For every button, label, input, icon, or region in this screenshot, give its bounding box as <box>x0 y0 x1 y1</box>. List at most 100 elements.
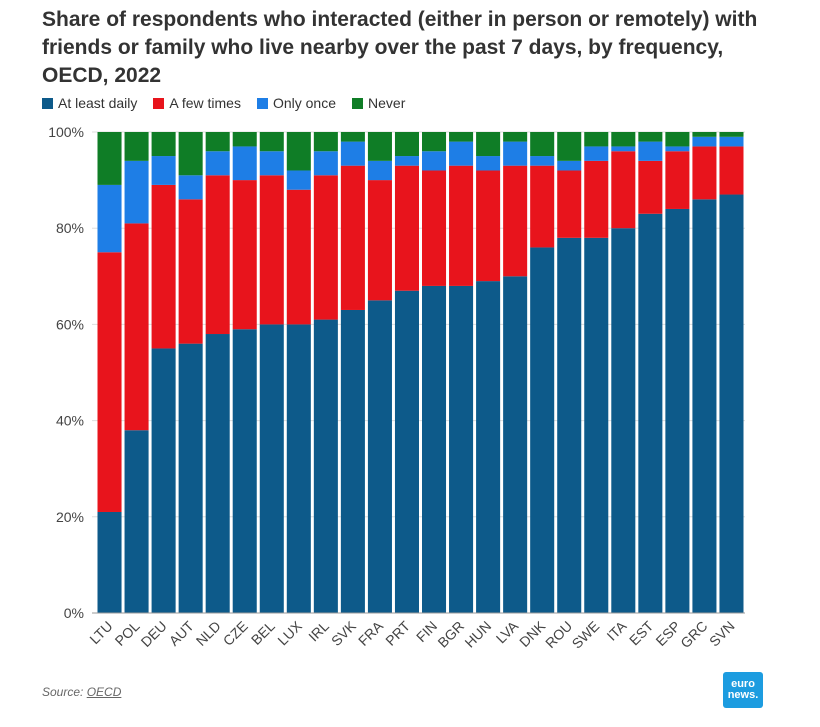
bar-segment-svk-0 <box>340 309 365 613</box>
y-tick-label: 0% <box>64 605 84 621</box>
x-tick-label: HUN <box>461 618 494 651</box>
legend-swatch-once <box>256 97 268 109</box>
bar-segment-nld-2 <box>205 151 230 176</box>
x-tick-label: DNK <box>516 617 549 650</box>
bar-segment-svn-3 <box>719 132 744 137</box>
x-tick-label: NLD <box>193 618 224 649</box>
bar-segment-rou-3 <box>557 132 582 161</box>
legend-item-never: Never <box>352 95 405 111</box>
stacked-bar-chart: 0%20%40%60%80%100%LTUPOLDEUAUTNLDCZEBELL… <box>48 124 745 652</box>
bar-segment-svn-1 <box>719 146 744 195</box>
y-tick-label: 40% <box>56 413 84 429</box>
y-tick-label: 20% <box>56 509 84 525</box>
bar-segment-lva-3 <box>503 132 528 142</box>
bar-segment-pol-0 <box>124 430 149 613</box>
y-tick-label: 100% <box>48 124 84 140</box>
x-tick-label: CZE <box>220 618 251 649</box>
bar-segment-cze-3 <box>232 132 257 147</box>
legend-swatch-never <box>352 97 364 109</box>
bar-segment-irl-1 <box>313 175 338 320</box>
bar-segment-irl-2 <box>313 151 338 176</box>
bar-segment-bgr-1 <box>449 165 474 286</box>
x-tick-label: LVA <box>493 617 522 646</box>
bar-segment-aut-0 <box>178 343 203 613</box>
bar-segment-grc-1 <box>692 146 717 200</box>
legend-swatch-daily <box>42 97 53 109</box>
source-link[interactable]: OECD <box>86 685 122 699</box>
bar-segment-prt-2 <box>394 156 419 166</box>
bar-segment-swe-0 <box>584 237 609 613</box>
bar-segment-prt-1 <box>394 165 419 291</box>
x-tick-label: FRA <box>355 617 387 649</box>
bar-segment-est-3 <box>638 132 663 142</box>
x-tick-label: AUT <box>166 617 197 648</box>
bar-segment-ita-3 <box>611 132 636 147</box>
bar-segment-rou-0 <box>557 237 582 613</box>
x-tick-label: EST <box>626 617 657 648</box>
bar-segment-deu-0 <box>151 348 176 613</box>
bar-segment-svk-3 <box>340 132 365 142</box>
logo-line2: news. <box>727 689 759 701</box>
bar-segment-aut-2 <box>178 175 203 200</box>
bar-segment-est-1 <box>638 160 663 214</box>
bar-segment-lux-2 <box>286 170 311 190</box>
y-tick-label: 60% <box>56 316 84 332</box>
bar-segment-swe-2 <box>584 146 609 161</box>
legend-item-few: A few times <box>153 95 241 111</box>
bar-segment-bel-2 <box>259 151 284 176</box>
bar-segment-fin-3 <box>422 132 447 152</box>
bar-segment-lux-1 <box>286 189 311 325</box>
y-tick-label: 80% <box>56 220 84 236</box>
bar-segment-irl-3 <box>313 132 338 152</box>
bar-segment-hun-1 <box>476 170 501 282</box>
bar-segment-nld-3 <box>205 132 230 152</box>
bar-segment-ltu-2 <box>97 184 122 253</box>
legend-item-once: Only once <box>256 95 337 111</box>
bar-segment-est-0 <box>638 213 663 613</box>
bar-segment-bgr-0 <box>449 285 474 613</box>
bar-segment-hun-2 <box>476 156 501 171</box>
chart-title: Share of respondents who interacted (eit… <box>42 8 758 87</box>
bar-segment-aut-3 <box>178 132 203 176</box>
bar-segment-hun-0 <box>476 281 501 613</box>
bar-segment-rou-1 <box>557 170 582 238</box>
bar-segment-pol-3 <box>124 132 149 161</box>
bar-segment-deu-3 <box>151 132 176 157</box>
bar-segment-bgr-3 <box>449 132 474 142</box>
bar-segment-nld-1 <box>205 175 230 335</box>
bar-segment-grc-3 <box>692 132 717 137</box>
bar-segment-ltu-1 <box>97 252 122 512</box>
bar-segment-dnk-1 <box>530 165 555 248</box>
legend-label-daily: At least daily <box>58 95 138 111</box>
bar-segment-lva-2 <box>503 141 528 166</box>
x-tick-label: ESP <box>652 618 683 649</box>
bar-segment-lva-0 <box>503 276 528 613</box>
bar-segment-irl-0 <box>313 319 338 613</box>
x-tick-label: BGR <box>434 618 467 651</box>
bar-segment-cze-0 <box>232 329 257 613</box>
bar-segment-grc-2 <box>692 136 717 147</box>
bar-segment-svn-0 <box>719 194 744 613</box>
logo-line1: euro <box>731 678 755 690</box>
bar-segment-bel-0 <box>259 324 284 613</box>
bar-segment-lva-1 <box>503 165 528 277</box>
bar-segment-prt-0 <box>394 290 419 613</box>
bar-segment-pol-2 <box>124 160 149 224</box>
bar-segment-svk-1 <box>340 165 365 310</box>
bar-segment-esp-0 <box>665 208 690 613</box>
bar-segment-swe-3 <box>584 132 609 147</box>
bar-segment-dnk-3 <box>530 132 555 157</box>
bar-segment-fin-0 <box>422 285 447 613</box>
bar-segment-lux-0 <box>286 324 311 613</box>
legend-label-once: Only once <box>272 95 337 111</box>
x-tick-label: IRL <box>305 618 332 645</box>
x-tick-label: PRT <box>382 617 413 648</box>
x-tick-label: POL <box>112 618 143 649</box>
bar-segment-deu-2 <box>151 156 176 185</box>
bar-segment-fra-0 <box>367 300 392 613</box>
x-tick-label: SVN <box>706 618 738 650</box>
bar-segment-hun-3 <box>476 132 501 157</box>
bar-segment-esp-1 <box>665 151 690 209</box>
x-tick-label: DEU <box>138 618 170 650</box>
source-note: Source: OECD <box>42 685 121 699</box>
